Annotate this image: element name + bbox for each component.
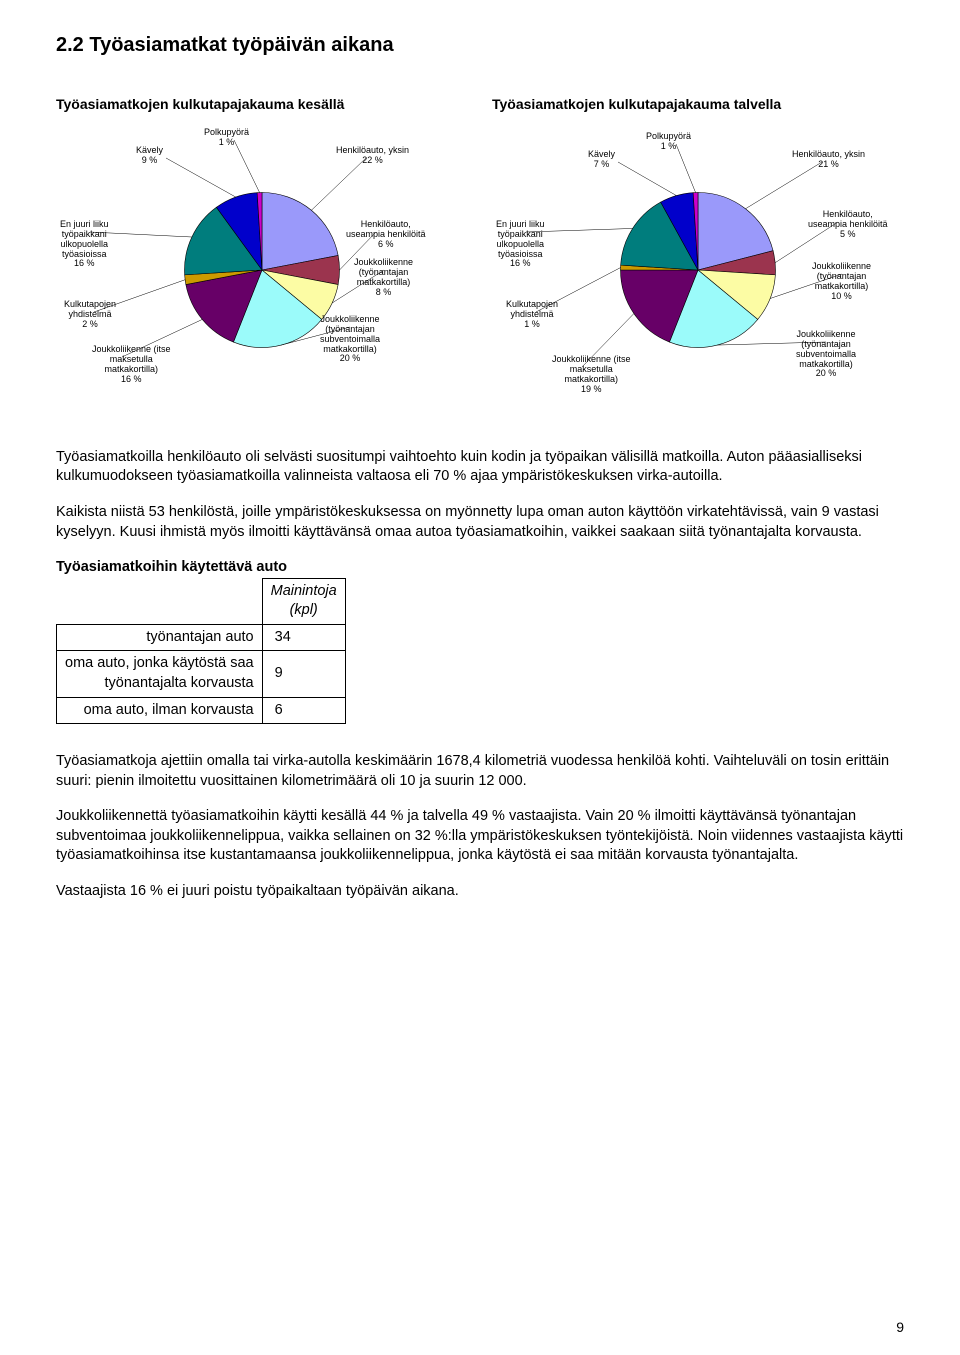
table-row-value: 9 — [262, 651, 345, 697]
body-paragraph: Joukkoliikennettä työasiamatkoihin käytt… — [56, 807, 904, 866]
leader-line — [311, 158, 366, 210]
car-table-heading: Työasiamatkoihin käytettävä auto — [56, 558, 904, 578]
body-paragraph: Kaikista niistä 53 henkilöstä, joille ym… — [56, 503, 904, 542]
table-row: työnantajan auto34 — [57, 624, 346, 651]
section-title: 2.2 Työasiamatkat työpäivän aikana — [56, 32, 904, 59]
body-paragraph: Työasiamatkoilla henkilöauto oli selväst… — [56, 448, 904, 487]
leader-line — [676, 144, 696, 193]
leader-line — [717, 342, 826, 345]
leader-line — [122, 319, 202, 357]
table-row-value: 34 — [262, 624, 345, 651]
table-row-label: työnantajan auto — [57, 624, 263, 651]
chart-summer-panel: Työasiamatkojen kulkutapajakauma kesällä… — [56, 95, 468, 420]
leader-line — [340, 232, 377, 270]
page-number: 9 — [896, 1318, 904, 1337]
leader-line — [746, 162, 822, 209]
leader-line — [526, 228, 633, 232]
chart-winter-panel: Työasiamatkojen kulkutapajakauma talvell… — [492, 95, 904, 420]
leader-line — [770, 274, 842, 299]
chart-winter-title: Työasiamatkojen kulkutapajakauma talvell… — [492, 95, 904, 114]
leader-line — [90, 232, 192, 237]
charts-row: Työasiamatkojen kulkutapajakauma kesällä… — [56, 95, 904, 420]
chart-winter-area: Henkilöauto, yksin 21 %Henkilöauto, usea… — [492, 120, 904, 420]
leader-line — [618, 162, 676, 196]
car-table: Mainintoja (kpl) työnantajan auto34oma a… — [56, 578, 346, 724]
leader-line — [536, 267, 621, 311]
leader-line — [775, 222, 838, 263]
table-row-label: oma auto, ilman korvausta — [57, 697, 263, 724]
table-header-row: Mainintoja (kpl) — [57, 578, 346, 624]
body-paragraph: Vastaajista 16 % ei juuri poistu työpaik… — [56, 882, 904, 902]
leader-line — [166, 158, 236, 197]
table-row: oma auto, jonka käytöstä saa työnantajal… — [57, 651, 346, 697]
pie-chart — [492, 120, 904, 420]
pie-chart — [56, 120, 468, 420]
chart-summer-area: Henkilöauto, yksin 22 %Henkilöauto, usea… — [56, 120, 468, 420]
table-header-count: Mainintoja (kpl) — [262, 578, 345, 624]
table-header-empty — [57, 578, 263, 624]
chart-summer-title: Työasiamatkojen kulkutapajakauma kesällä — [56, 95, 468, 114]
table-row: oma auto, ilman korvausta6 — [57, 697, 346, 724]
table-row-label: oma auto, jonka käytöstä saa työnantajal… — [57, 651, 263, 697]
body-paragraph: Työasiamatkoja ajettiin omalla tai virka… — [56, 752, 904, 791]
leader-line — [332, 270, 384, 303]
leader-line — [582, 313, 634, 366]
car-table-block: Työasiamatkoihin käytettävä auto Mainint… — [56, 558, 904, 724]
leader-line — [94, 280, 185, 312]
leader-line — [234, 140, 260, 193]
table-row-value: 6 — [262, 697, 345, 724]
